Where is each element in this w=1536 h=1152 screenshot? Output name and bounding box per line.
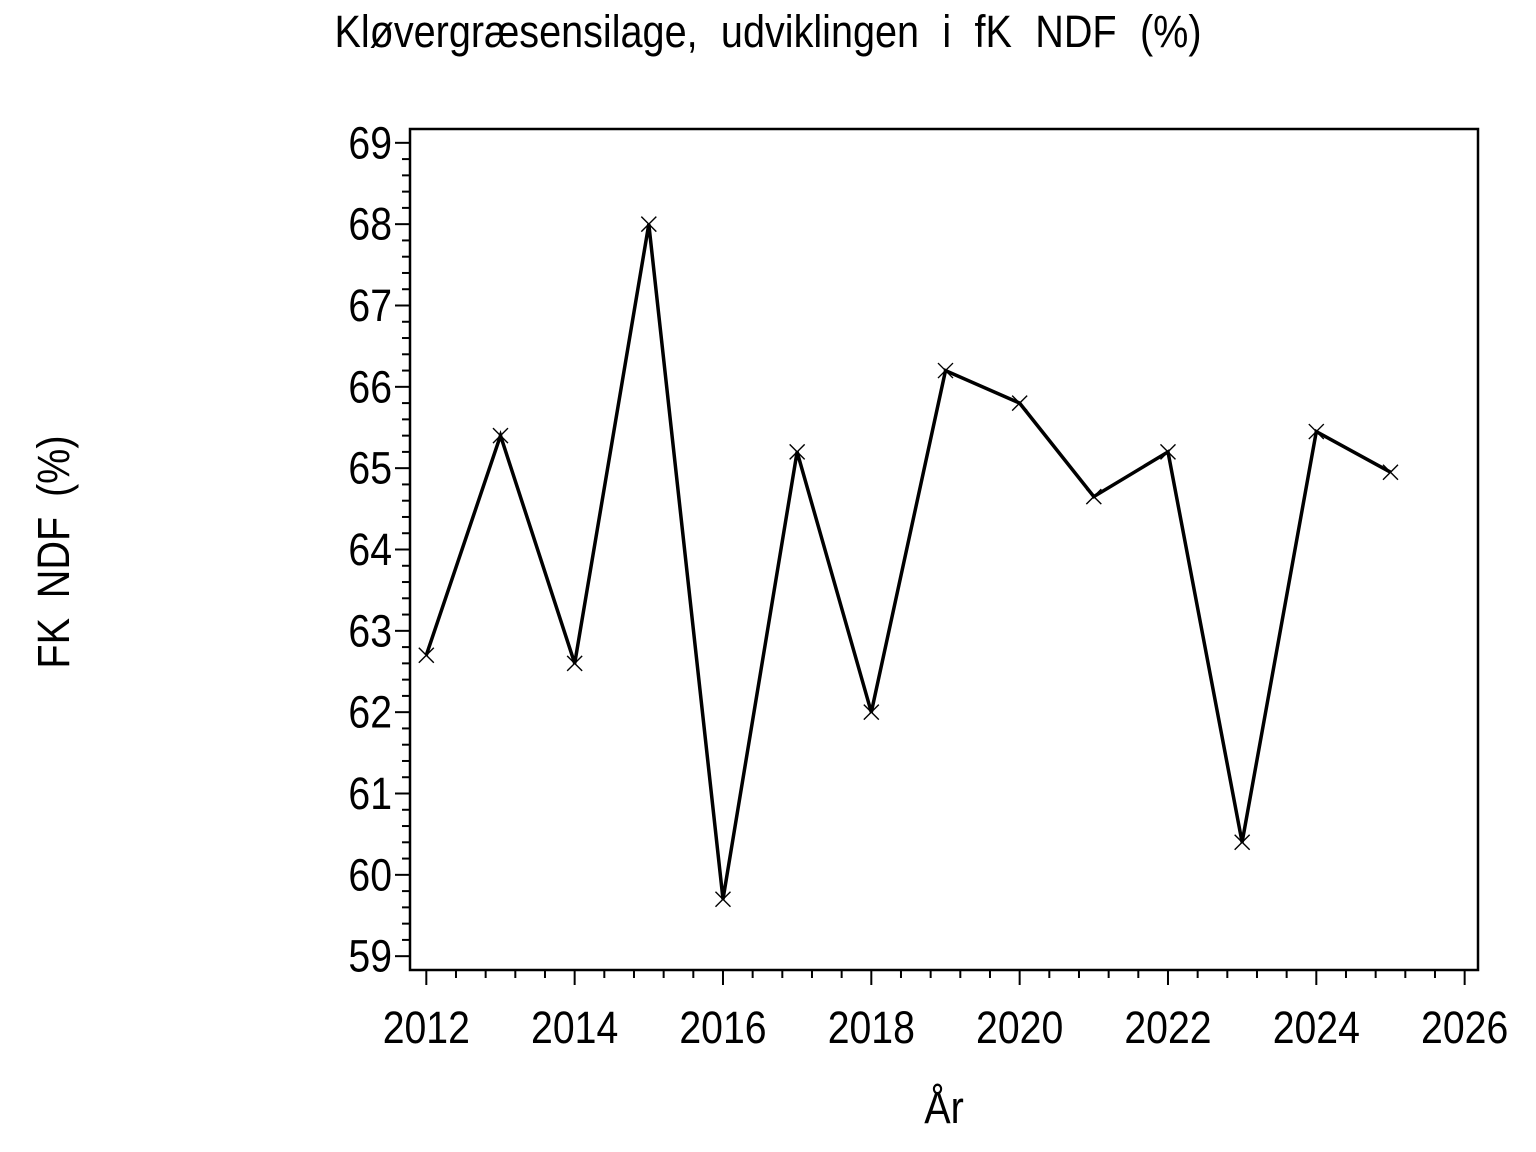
y-tick-label: 62: [348, 687, 392, 738]
chart-title: Kløvergræsensilage, udviklingen i fK NDF…: [334, 6, 1202, 57]
x-marker: [1234, 834, 1251, 851]
y-tick-labels: 59 60 61 62 63 64 65 66 67 68 69: [348, 117, 392, 981]
y-tick-label: 60: [348, 849, 392, 900]
y-tick-label: 68: [348, 199, 392, 250]
x-marker: [789, 443, 806, 460]
x-axis-label: År: [924, 1082, 964, 1133]
x-marker: [1011, 395, 1028, 412]
x-tick-label: 2022: [1124, 1002, 1211, 1053]
y-tick-label: 69: [348, 117, 392, 168]
x-marker: [937, 362, 954, 379]
x-tick-label: 2018: [828, 1002, 915, 1053]
data-markers: [418, 216, 1399, 908]
x-marker: [1159, 443, 1176, 460]
x-marker: [1308, 423, 1325, 440]
x-marker: [640, 216, 657, 233]
y-tick-label: 67: [348, 280, 392, 331]
y-axis-label: FK NDF (%): [28, 435, 79, 669]
x-tick-labels: 2012 2014 2016 2018 2020 2022 2024 2026: [383, 1002, 1509, 1053]
x-tick-label: 2026: [1421, 1002, 1508, 1053]
x-marker: [714, 891, 731, 908]
x-tick-label: 2020: [976, 1002, 1063, 1053]
x-marker: [863, 704, 880, 721]
x-marker: [492, 427, 509, 444]
x-tick-label: 2024: [1273, 1002, 1360, 1053]
data-line: [424, 223, 1392, 900]
y-tick-label: 61: [348, 768, 392, 819]
x-tick-label: 2014: [531, 1002, 618, 1053]
y-tick-label: 66: [348, 361, 392, 412]
x-marker: [1382, 464, 1399, 481]
plot-box: [408, 127, 1480, 972]
x-marker: [418, 647, 435, 664]
y-tick-label: 64: [348, 524, 392, 575]
x-tick-label: 2012: [383, 1002, 470, 1053]
x-axis-ticks: [425, 970, 1466, 985]
y-tick-label: 59: [348, 931, 392, 982]
y-tick-label: 65: [348, 443, 392, 494]
x-marker: [566, 655, 583, 672]
y-tick-label: 63: [348, 605, 392, 656]
x-tick-label: 2016: [679, 1002, 766, 1053]
x-marker: [1085, 488, 1102, 505]
y-axis-ticks: [395, 141, 410, 958]
